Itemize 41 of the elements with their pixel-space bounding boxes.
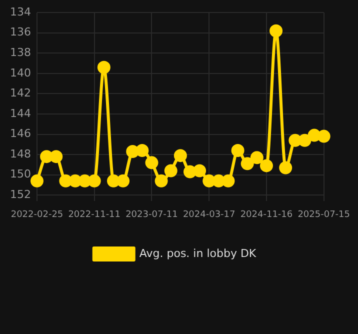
point	[88, 174, 101, 188]
point	[50, 150, 63, 164]
point	[240, 157, 254, 170]
point	[298, 134, 312, 147]
point	[116, 174, 130, 188]
point	[136, 144, 149, 157]
point	[317, 130, 330, 143]
point	[164, 164, 178, 178]
y-tick-label: 136	[10, 26, 31, 39]
x-tick-label: 2023-07-11	[126, 210, 178, 220]
point	[193, 164, 206, 178]
point	[154, 174, 168, 188]
x-tick-label: 2025-07-15	[298, 210, 350, 220]
y-tick-label: 146	[10, 127, 31, 140]
y-tick-label: 152	[10, 188, 31, 201]
point	[288, 134, 302, 147]
point	[174, 149, 187, 162]
y-tick-label: 142	[10, 86, 31, 100]
point	[222, 174, 235, 188]
point	[279, 161, 292, 174]
point	[270, 24, 283, 38]
x-tick-label: 2024-03-17	[182, 210, 236, 220]
y-tick-label: 134	[10, 5, 31, 18]
point	[59, 174, 72, 188]
x-tick-label: 2022-11-11	[68, 210, 121, 220]
point	[97, 60, 110, 74]
legend-label: Avg. pos. in lobby DK	[139, 246, 257, 260]
y-tick-label: 144	[10, 106, 31, 120]
y-tick-label: 140	[10, 66, 31, 80]
point	[260, 159, 273, 172]
point	[126, 145, 140, 158]
point	[231, 144, 244, 157]
y-tick-label: 138	[10, 46, 31, 60]
y-tick-label: 148	[10, 147, 31, 160]
x-tick-label: 2024-11-16	[240, 210, 293, 220]
x-tick-label: 2022-02-25	[10, 210, 64, 220]
point	[212, 174, 226, 188]
y-tick-label: 150	[10, 168, 31, 181]
point	[145, 156, 158, 170]
point	[30, 174, 44, 188]
point	[250, 151, 264, 164]
